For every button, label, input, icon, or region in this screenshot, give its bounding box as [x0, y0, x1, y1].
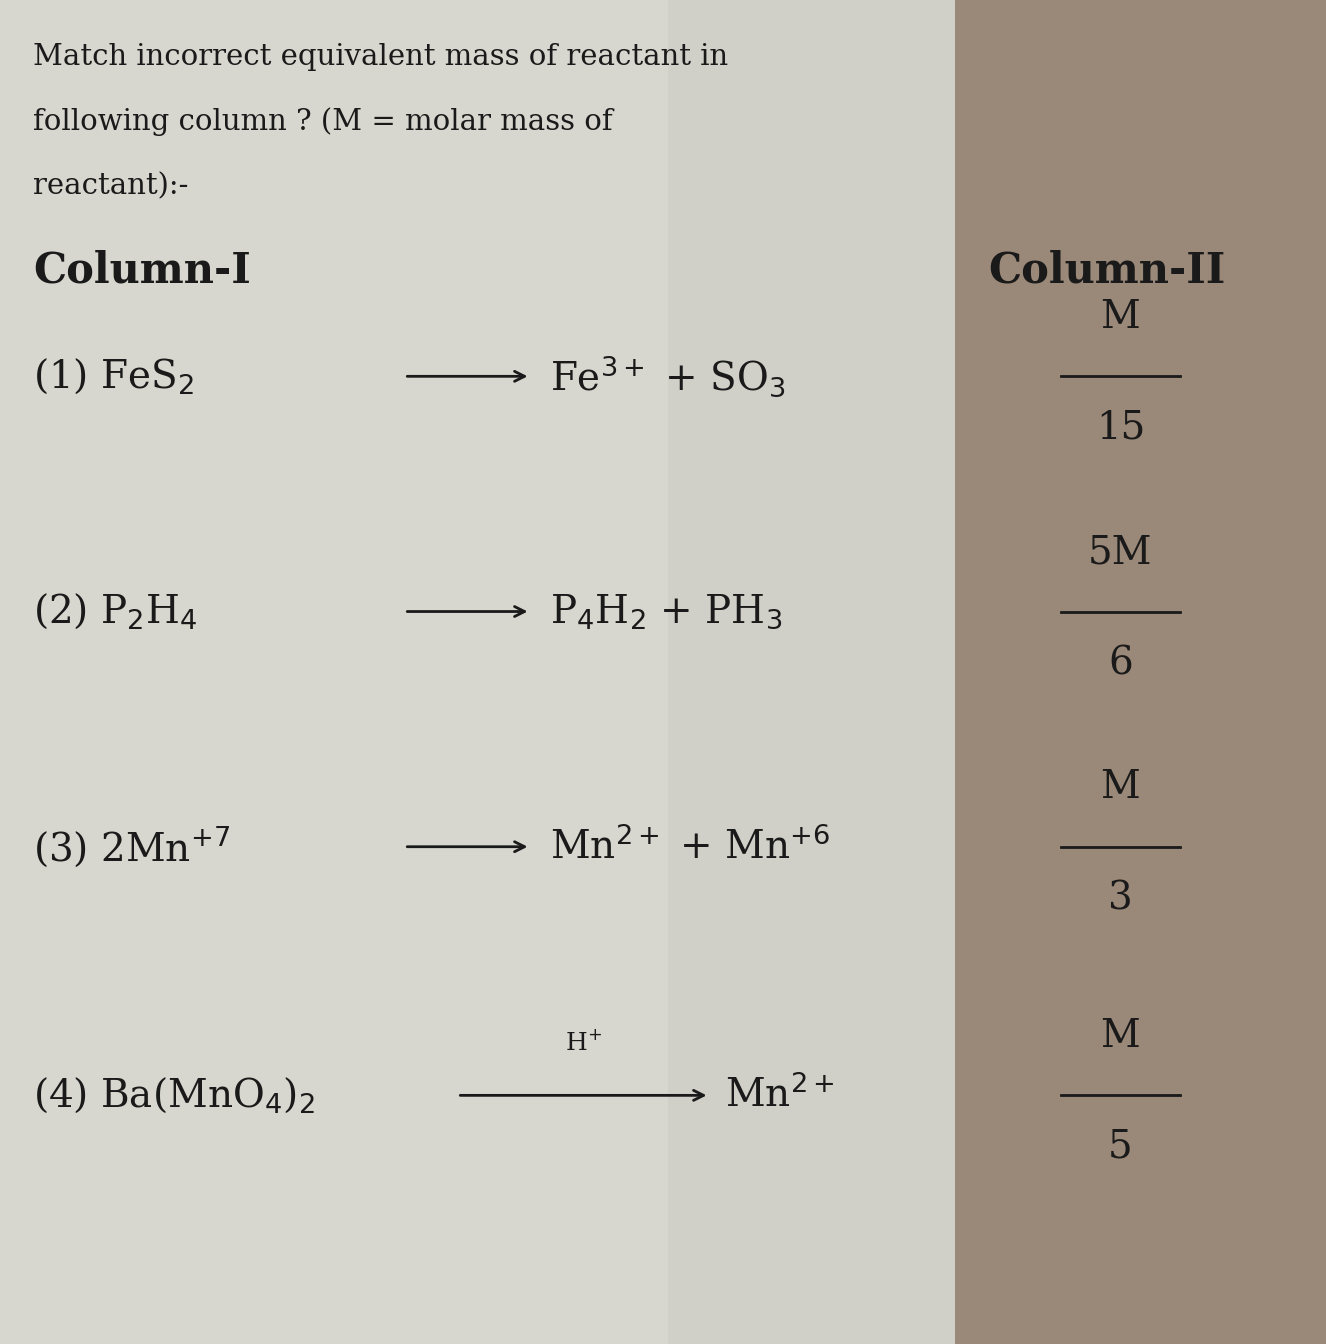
- Text: Column-II: Column-II: [988, 250, 1225, 292]
- Text: following column ? (M = molar mass of: following column ? (M = molar mass of: [33, 108, 613, 136]
- Text: Column-I: Column-I: [33, 250, 251, 292]
- Text: (3) 2Mn$^{+7}$: (3) 2Mn$^{+7}$: [33, 825, 231, 868]
- Text: (4) Ba(MnO$_{4}$)$_{2}$: (4) Ba(MnO$_{4}$)$_{2}$: [33, 1075, 316, 1116]
- Text: (1) FeS$_{2}$: (1) FeS$_{2}$: [33, 356, 194, 396]
- FancyBboxPatch shape: [0, 0, 668, 1344]
- Text: Mn$^{2+}$ + Mn$^{+6}$: Mn$^{2+}$ + Mn$^{+6}$: [550, 827, 830, 867]
- Text: M: M: [1101, 769, 1140, 806]
- Text: 3: 3: [1109, 880, 1132, 918]
- Text: Mn$^{2+}$: Mn$^{2+}$: [725, 1075, 835, 1116]
- Text: (2) P$_{2}$H$_{4}$: (2) P$_{2}$H$_{4}$: [33, 591, 198, 632]
- Text: Fe$^{3+}$ + SO$_{3}$: Fe$^{3+}$ + SO$_{3}$: [550, 353, 786, 399]
- Text: Match incorrect equivalent mass of reactant in: Match incorrect equivalent mass of react…: [33, 43, 728, 71]
- FancyBboxPatch shape: [955, 0, 1326, 1344]
- Text: 5: 5: [1109, 1129, 1132, 1167]
- Text: reactant):-: reactant):-: [33, 172, 188, 200]
- FancyBboxPatch shape: [0, 0, 955, 1344]
- Text: 6: 6: [1109, 645, 1132, 683]
- Text: M: M: [1101, 298, 1140, 336]
- Text: 15: 15: [1095, 410, 1146, 448]
- Text: M: M: [1101, 1017, 1140, 1055]
- Text: H$^{+}$: H$^{+}$: [565, 1030, 602, 1055]
- Text: 5M: 5M: [1089, 534, 1152, 571]
- Text: P$_{4}$H$_{2}$ + PH$_{3}$: P$_{4}$H$_{2}$ + PH$_{3}$: [550, 593, 782, 630]
